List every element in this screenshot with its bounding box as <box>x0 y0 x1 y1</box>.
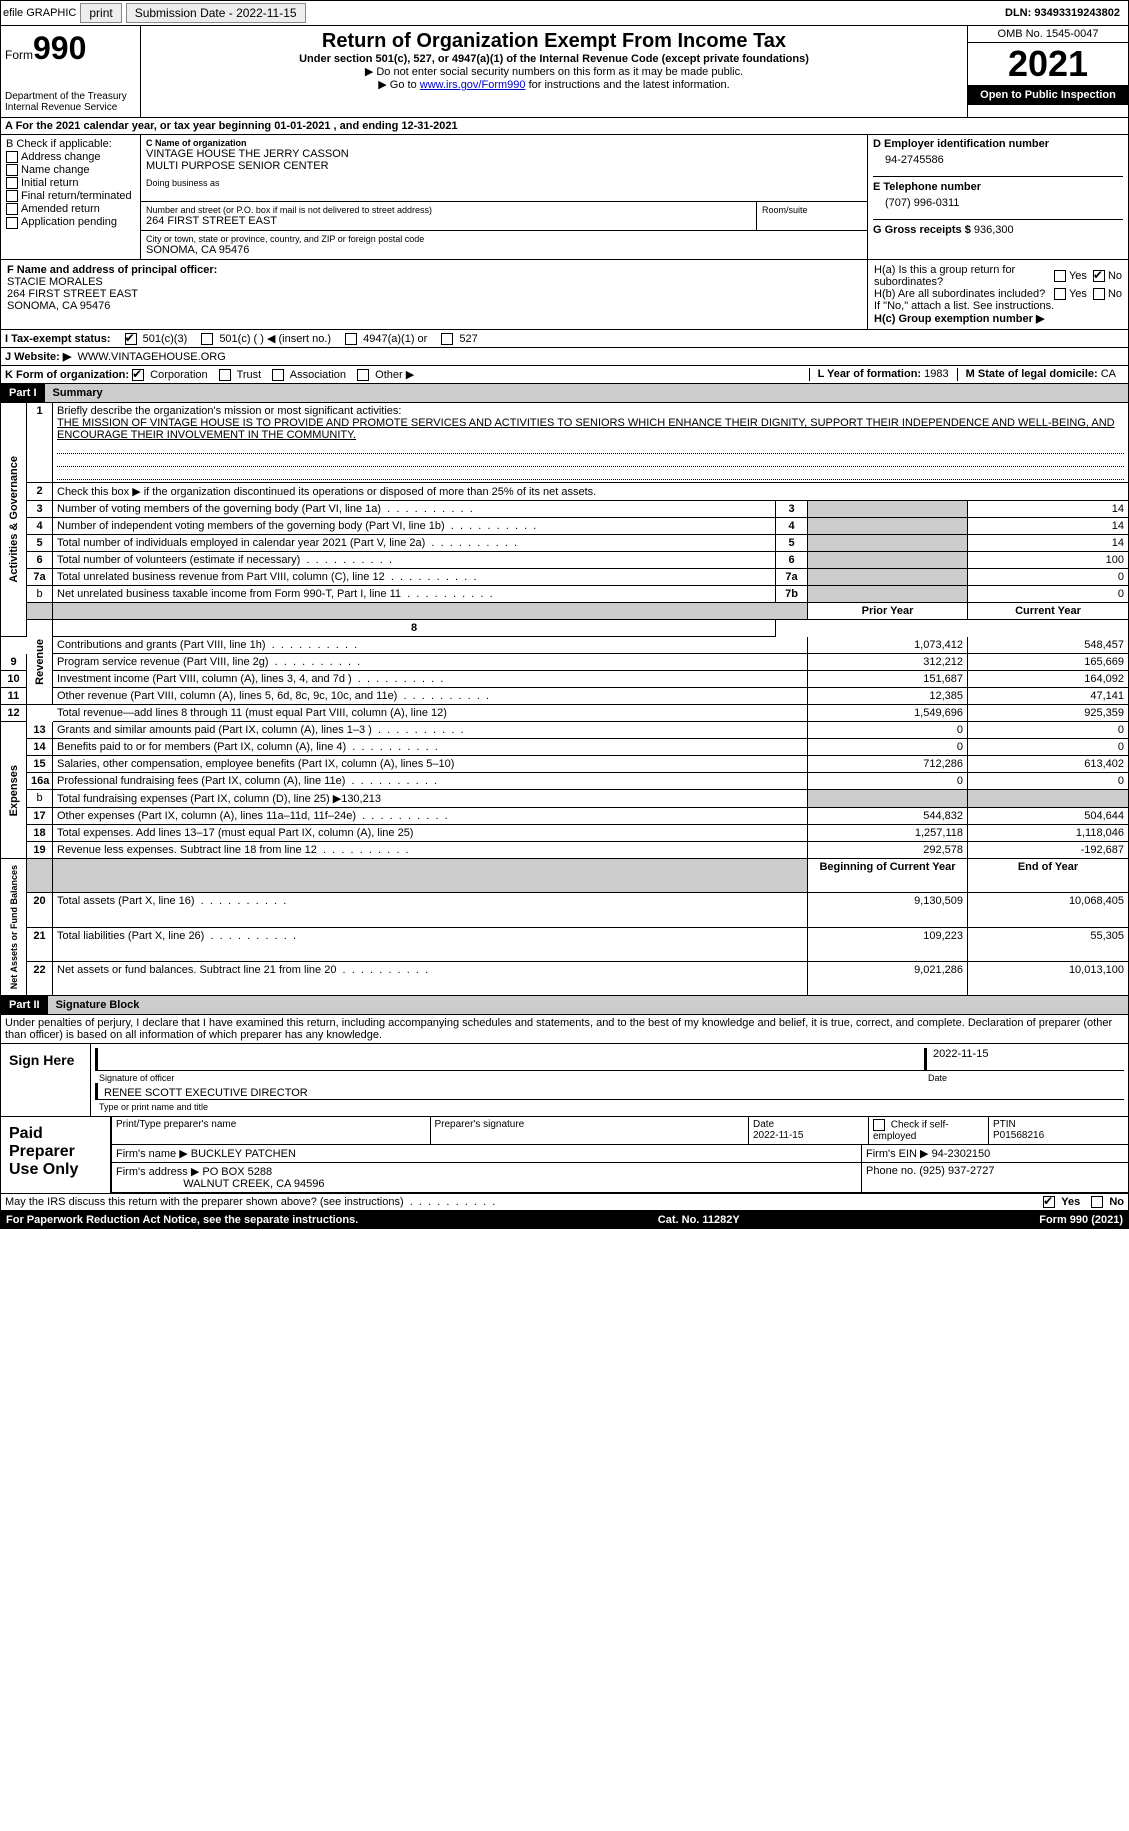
org-name-2: MULTI PURPOSE SENIOR CENTER <box>146 160 862 172</box>
discuss-row: May the IRS discuss this return with the… <box>0 1194 1129 1211</box>
title-cell: Return of Organization Exempt From Incom… <box>141 26 968 117</box>
form-footer: Form 990 (2021) <box>1039 1214 1123 1226</box>
officer-printed: RENEE SCOTT EXECUTIVE DIRECTOR <box>104 1087 308 1099</box>
firm-phone: (925) 937-2727 <box>919 1165 994 1177</box>
line-j: J Website: ▶ WWW.VINTAGEHOUSE.ORG <box>0 348 1129 366</box>
col-b-checks: B Check if applicable: Address change Na… <box>1 135 141 259</box>
year-cell: OMB No. 1545-0047 2021 Open to Public In… <box>968 26 1128 117</box>
note-goto: ▶ Go to www.irs.gov/Form990 for instruct… <box>145 78 963 91</box>
firm-name: BUCKLEY PATCHEN <box>191 1148 296 1160</box>
section-f-h: F Name and address of principal officer:… <box>0 260 1129 330</box>
firm-ein: 94-2302150 <box>932 1148 991 1160</box>
phone-value: (707) 996-0311 <box>873 193 1123 219</box>
ha-yes[interactable] <box>1054 270 1066 282</box>
hb-label: H(b) Are all subordinates included? <box>874 288 1054 300</box>
summary-grid: Activities & Governance 1 Briefly descri… <box>0 403 1129 996</box>
dba-label: Doing business as <box>146 178 862 188</box>
penalties-text: Under penalties of perjury, I declare th… <box>0 1015 1129 1044</box>
line-k-l-m: K Form of organization: Corporation Trus… <box>0 366 1129 384</box>
form-subtitle: Under section 501(c), 527, or 4947(a)(1)… <box>145 53 963 65</box>
col-d-g: D Employer identification number 94-2745… <box>868 135 1128 259</box>
state-domicile: CA <box>1101 368 1116 380</box>
check-assoc[interactable] <box>272 369 284 381</box>
street-value: 264 FIRST STREET EAST <box>146 215 751 227</box>
vert-net-assets: Net Assets or Fund Balances <box>1 859 27 996</box>
hb-no[interactable] <box>1093 288 1105 300</box>
cat-no: Cat. No. 11282Y <box>658 1214 740 1226</box>
vert-expenses: Expenses <box>1 722 27 859</box>
check-app[interactable] <box>6 217 18 229</box>
sign-here-block: Sign Here Signature of officer 2022-11-1… <box>0 1044 1129 1117</box>
mission-box: Briefly describe the organization's miss… <box>53 403 1128 483</box>
check-self-employed[interactable] <box>873 1119 885 1131</box>
print-button[interactable]: print <box>80 3 121 23</box>
dept-irs: Internal Revenue Service <box>5 102 136 113</box>
check-final[interactable] <box>6 190 18 202</box>
part-i-header: Part I Summary <box>0 384 1129 403</box>
q2-text: Check this box ▶ if the organization dis… <box>53 483 1128 501</box>
open-public-label: Open to Public Inspection <box>968 85 1128 105</box>
form-number: 990 <box>33 30 86 66</box>
form-id-cell: Form990 Department of the Treasury Inter… <box>1 26 141 117</box>
check-amended[interactable] <box>6 203 18 215</box>
hc-label: H(c) Group exemption number ▶ <box>874 313 1044 325</box>
row-3-text: Number of voting members of the governin… <box>53 501 776 518</box>
submission-date-button[interactable]: Submission Date - 2022-11-15 <box>126 3 306 23</box>
section-b-g: B Check if applicable: Address change Na… <box>0 135 1129 260</box>
discuss-no[interactable] <box>1091 1196 1103 1208</box>
part-ii-header: Part II Signature Block <box>0 996 1129 1015</box>
check-address[interactable] <box>6 151 18 163</box>
gross-receipts: 936,300 <box>974 224 1014 236</box>
hb-yes[interactable] <box>1054 288 1066 300</box>
dln-label: DLN: 93493319243802 <box>1005 7 1126 19</box>
officer-addr2: SONOMA, CA 95476 <box>7 300 861 312</box>
form-header: Form990 Department of the Treasury Inter… <box>0 26 1129 118</box>
line-i: I Tax-exempt status: 501(c)(3) 501(c) ( … <box>0 330 1129 348</box>
check-corp[interactable] <box>132 369 144 381</box>
ha-no[interactable] <box>1093 270 1105 282</box>
officer-name: STACIE MORALES <box>7 276 861 288</box>
ha-label: H(a) Is this a group return for subordin… <box>874 264 1054 288</box>
irs-link[interactable]: www.irs.gov/Form990 <box>420 79 526 91</box>
row-3-val: 14 <box>968 501 1128 518</box>
omb-number: OMB No. 1545-0047 <box>968 26 1128 43</box>
check-trust[interactable] <box>219 369 231 381</box>
ein-value: 94-2745586 <box>873 150 1123 176</box>
tax-year: 2021 <box>968 43 1128 85</box>
vert-revenue: Revenue <box>27 620 53 705</box>
check-4947[interactable] <box>345 333 357 345</box>
h-note: If "No," attach a list. See instructions… <box>874 300 1122 312</box>
form-title: Return of Organization Exempt From Incom… <box>145 30 963 53</box>
check-501c[interactable] <box>201 333 213 345</box>
city-label: City or town, state or province, country… <box>146 234 862 244</box>
paid-preparer-block: Paid Preparer Use Only Print/Type prepar… <box>0 1117 1129 1194</box>
check-501c3[interactable] <box>125 333 137 345</box>
top-toolbar: efile GRAPHIC print Submission Date - 20… <box>0 0 1129 26</box>
mission-text: THE MISSION OF VINTAGE HOUSE IS TO PROVI… <box>57 417 1115 441</box>
room-label: Room/suite <box>762 205 862 215</box>
check-name[interactable] <box>6 164 18 176</box>
dept-treasury: Department of the Treasury <box>5 91 136 102</box>
footer-bar: For Paperwork Reduction Act Notice, see … <box>0 1211 1129 1229</box>
note-ssn: Do not enter social security numbers on … <box>145 65 963 78</box>
line-a: A For the 2021 calendar year, or tax yea… <box>0 118 1129 135</box>
ptin-value: P01568216 <box>993 1130 1044 1141</box>
form-label: Form <box>5 48 33 62</box>
sig-date-value: 2022-11-15 <box>924 1048 1124 1071</box>
check-initial[interactable] <box>6 177 18 189</box>
efile-label: efile GRAPHIC <box>3 7 76 19</box>
check-527[interactable] <box>441 333 453 345</box>
col-c-org: C Name of organization VINTAGE HOUSE THE… <box>141 135 868 259</box>
check-other[interactable] <box>357 369 369 381</box>
website-value: WWW.VINTAGEHOUSE.ORG <box>77 351 225 363</box>
year-formation: 1983 <box>924 368 948 380</box>
vert-governance: Activities & Governance <box>1 403 27 637</box>
street-label: Number and street (or P.O. box if mail i… <box>146 205 751 215</box>
officer-addr1: 264 FIRST STREET EAST <box>7 288 861 300</box>
discuss-yes[interactable] <box>1043 1196 1055 1208</box>
city-value: SONOMA, CA 95476 <box>146 244 862 256</box>
org-name-1: VINTAGE HOUSE THE JERRY CASSON <box>146 148 862 160</box>
b-label: B Check if applicable: <box>6 138 135 150</box>
